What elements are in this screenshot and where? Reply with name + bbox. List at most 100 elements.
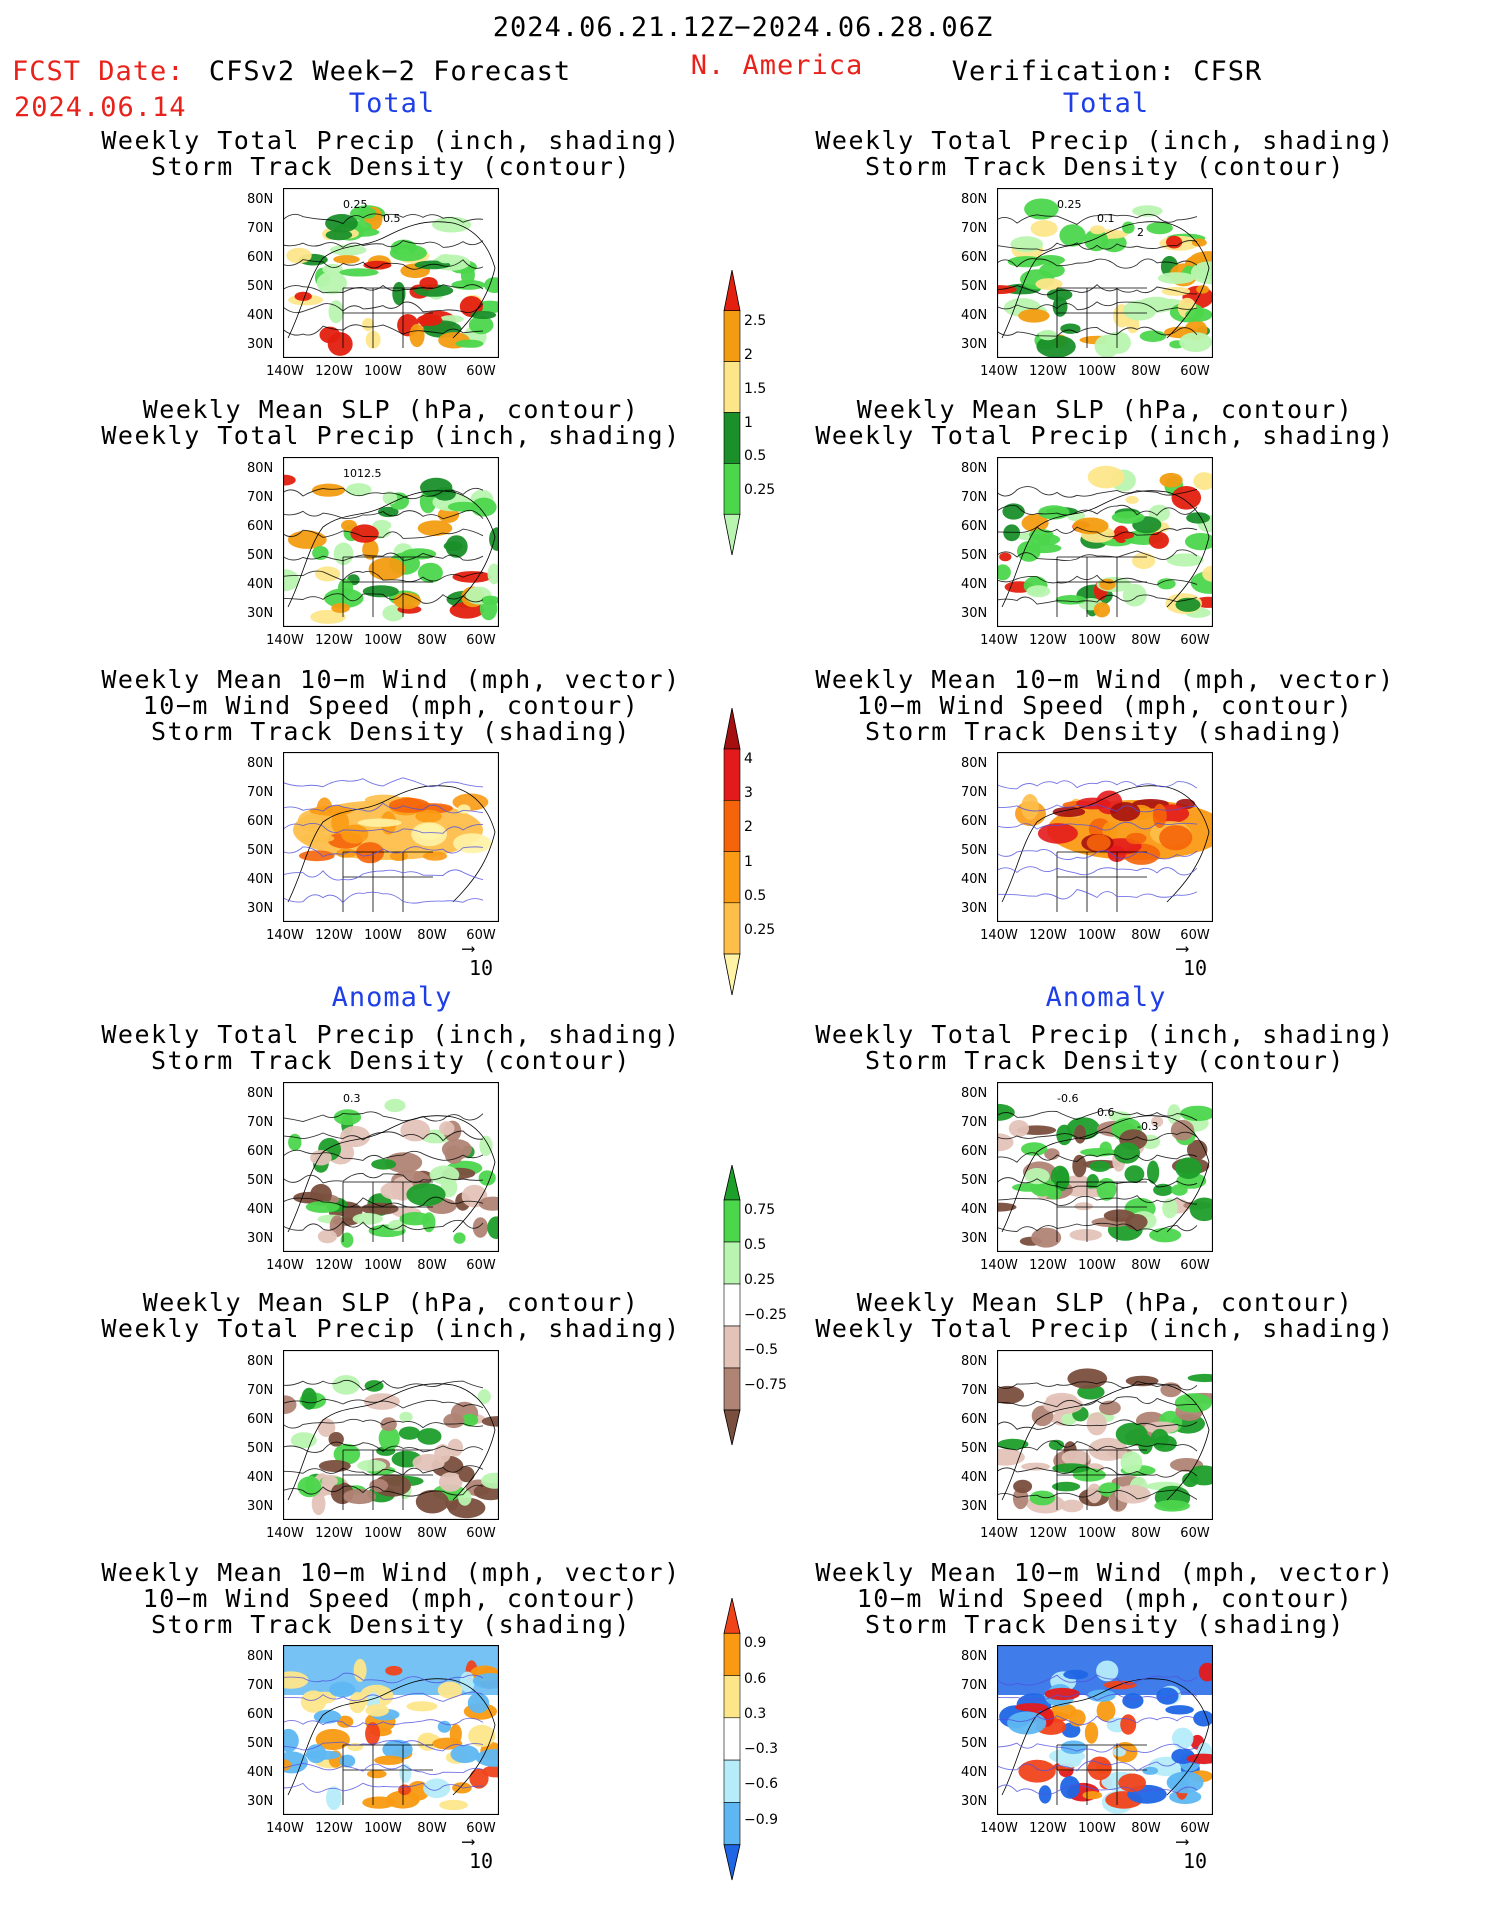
colorbar-segment bbox=[723, 748, 741, 801]
lat-tick-label: 70N bbox=[961, 1115, 988, 1130]
lat-tick-label: 30N bbox=[247, 1794, 274, 1809]
shading-patch bbox=[1021, 514, 1049, 533]
lon-tick-label: 80W bbox=[1131, 1258, 1161, 1273]
shading-patch bbox=[333, 542, 354, 566]
shading-patch bbox=[437, 254, 454, 264]
shading-patch bbox=[1175, 1157, 1202, 1179]
shading-patch bbox=[475, 1749, 499, 1767]
shading-patch bbox=[1159, 472, 1183, 488]
map-svg-p11 bbox=[997, 1350, 1213, 1520]
shading-patch bbox=[389, 244, 427, 262]
shading-patch bbox=[999, 552, 1012, 562]
contour-line bbox=[997, 526, 1198, 538]
shading-patch bbox=[472, 1217, 488, 1238]
contour-line bbox=[997, 213, 1198, 225]
shading-patch bbox=[481, 1472, 499, 1489]
coastline bbox=[287, 785, 496, 912]
map-svg-p2: 1012.5 bbox=[283, 457, 499, 627]
shading-patch bbox=[443, 541, 463, 551]
contour-line bbox=[997, 1131, 1198, 1141]
shading-patch bbox=[1125, 1214, 1148, 1230]
shading-patch bbox=[1038, 329, 1057, 341]
shading-patch bbox=[369, 1479, 389, 1492]
shading-patch bbox=[487, 1216, 499, 1239]
shading-patch bbox=[399, 1411, 413, 1422]
colorbar-segment bbox=[723, 463, 741, 515]
panel-title-line: Weekly Mean SLP (hPa, contour) bbox=[856, 395, 1354, 424]
map-frame bbox=[997, 188, 1213, 358]
colorbar-segment bbox=[723, 1367, 741, 1411]
contour-line bbox=[283, 284, 484, 294]
shading-patch bbox=[997, 1448, 1025, 1466]
map-frame bbox=[283, 188, 499, 358]
shading-patch bbox=[1013, 1479, 1033, 1494]
lat-tick-label: 70N bbox=[247, 1115, 274, 1130]
shading-patch bbox=[471, 840, 485, 850]
shading-patch bbox=[300, 833, 335, 843]
colorbar-label: −0.75 bbox=[744, 1377, 787, 1393]
contour-line bbox=[283, 1130, 484, 1142]
colorbar-label: −0.5 bbox=[744, 1342, 778, 1358]
lat-tick-label: 40N bbox=[961, 1470, 988, 1485]
shading-patch bbox=[455, 339, 484, 348]
map-panel-p6 bbox=[283, 1645, 499, 1815]
shading-patch bbox=[477, 1389, 491, 1404]
shading-patch bbox=[362, 1796, 396, 1809]
lat-tick-label: 70N bbox=[961, 490, 988, 505]
panel-title-line: Weekly Total Precip (inch, shading) bbox=[101, 421, 681, 450]
coastline bbox=[287, 490, 496, 617]
shading-patch bbox=[1044, 1148, 1060, 1160]
shading-patch bbox=[1021, 794, 1039, 820]
shading-patch bbox=[312, 546, 329, 560]
lon-tick-label: 60W bbox=[466, 1258, 496, 1273]
shading-patch bbox=[1187, 1373, 1213, 1383]
shading-patch bbox=[472, 1673, 499, 1689]
shading-patch bbox=[1151, 1116, 1164, 1128]
shading-patch bbox=[329, 1681, 356, 1698]
lat-tick-label: 30N bbox=[961, 1794, 988, 1809]
lat-tick-label: 40N bbox=[247, 577, 274, 592]
contour-line bbox=[283, 1418, 484, 1429]
contour-line bbox=[997, 1109, 1198, 1121]
shading-patch bbox=[1113, 1142, 1141, 1164]
panel-title-line: Weekly Mean SLP (hPa, contour) bbox=[142, 395, 640, 424]
lat-tick-label: 80N bbox=[961, 1354, 988, 1369]
shading-patch bbox=[290, 1432, 317, 1449]
lon-tick-label: 60W bbox=[466, 1526, 496, 1541]
shading-patch bbox=[310, 609, 346, 624]
contour-line bbox=[283, 1782, 484, 1793]
shading-patch bbox=[1090, 225, 1105, 235]
contour-line bbox=[997, 1419, 1198, 1430]
vector-reference-label: 10 bbox=[1183, 956, 1208, 980]
lat-tick-label: 80N bbox=[247, 1354, 274, 1369]
shading-patch bbox=[399, 1212, 431, 1226]
map-frame bbox=[997, 1082, 1213, 1252]
shading-patch bbox=[1162, 1198, 1178, 1219]
lon-tick-label: 120W bbox=[315, 1821, 353, 1836]
shading-patch bbox=[1039, 263, 1065, 278]
shading-patch bbox=[1074, 1202, 1093, 1211]
shading-patch bbox=[1074, 1125, 1087, 1144]
panel-title-line: Storm Track Density (shading) bbox=[151, 717, 631, 746]
coastline bbox=[1001, 785, 1210, 912]
shading-patch bbox=[1060, 1776, 1081, 1799]
shading-patch bbox=[1007, 256, 1046, 268]
shading-patch bbox=[1139, 330, 1167, 342]
lat-tick-label: 60N bbox=[247, 1707, 274, 1722]
contour-line bbox=[283, 1111, 484, 1123]
period-title: 2024.06.21.12Z−2024.06.28.06Z bbox=[492, 12, 994, 43]
colorbar-label: 0.6 bbox=[744, 1670, 767, 1687]
lon-tick-label: 60W bbox=[1180, 928, 1210, 943]
shading-patch bbox=[406, 1183, 446, 1207]
contour-line bbox=[283, 1717, 484, 1728]
shading-patch bbox=[346, 483, 372, 497]
section-anomaly-right: Anomaly bbox=[1045, 982, 1167, 1013]
lat-tick-label: 50N bbox=[247, 548, 274, 563]
shading-patch bbox=[1188, 1465, 1213, 1486]
shading-patch bbox=[1024, 198, 1059, 220]
shading-patch bbox=[1018, 309, 1050, 323]
map-panel-p7: 0.25 0.1 2 bbox=[997, 188, 1213, 358]
shading-patch bbox=[1069, 1229, 1103, 1241]
lat-tick-label: 70N bbox=[247, 1678, 274, 1693]
shading-patch bbox=[1084, 229, 1109, 252]
